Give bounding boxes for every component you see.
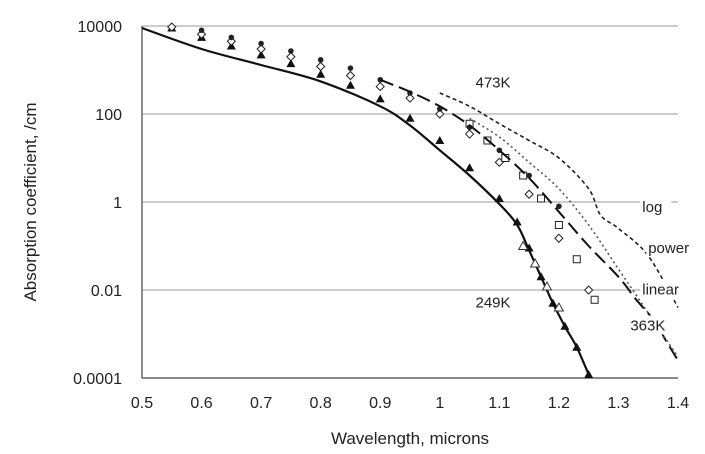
series-3-point-12 <box>524 189 534 199</box>
series-8 <box>439 92 679 308</box>
series-3-point-13 <box>554 233 564 243</box>
series-3-point-5 <box>315 61 326 72</box>
series-4-point-5 <box>554 221 563 230</box>
series-2 <box>517 240 565 312</box>
series-1-point-17 <box>572 342 582 351</box>
series-5-point-4 <box>317 57 324 63</box>
x-tick-label-9: 1.4 <box>667 395 689 412</box>
annotation-1: log <box>642 199 662 216</box>
annotation-0: 473K <box>476 75 511 92</box>
annotation-bg-0 <box>473 72 514 92</box>
annotations: 473K log power linear 363K 249K <box>473 72 699 335</box>
series-2-point-1 <box>529 257 541 268</box>
series-1-point-12 <box>512 217 522 226</box>
y-tick-label-4: 10000 <box>78 19 123 36</box>
y-tick-label-1: 0.01 <box>91 283 122 300</box>
x-tick-label-6: 1.1 <box>488 395 510 412</box>
series-2-point-0 <box>517 240 529 250</box>
y-axis-title: Absorption coefficient, /cm <box>21 102 40 301</box>
annotation-bg-1 <box>640 196 672 216</box>
series-2-point-2 <box>541 280 553 291</box>
series-5-point-2 <box>258 40 264 47</box>
series-5-point-5 <box>347 65 354 71</box>
series-3-point-14 <box>583 285 594 295</box>
series-1-point-10 <box>465 163 475 172</box>
series-1-point-9 <box>435 135 445 144</box>
series-0 <box>141 26 590 375</box>
series-3-point-10 <box>464 129 475 139</box>
annotation-bg-2 <box>646 237 696 257</box>
series-3-point-9 <box>435 109 445 119</box>
series-5-point-12 <box>556 203 562 210</box>
series-8-line <box>439 92 679 308</box>
series-3-point-1 <box>196 29 207 39</box>
annotation-bg-3 <box>640 279 699 299</box>
series-4-point-7 <box>590 295 599 304</box>
series-1-point-3 <box>256 50 266 59</box>
series-1-point-8 <box>405 113 415 122</box>
y-tick-label-3: 100 <box>95 107 122 124</box>
series-5-point-11 <box>526 172 532 179</box>
series-7 <box>469 117 679 358</box>
series-1-point-5 <box>316 69 326 78</box>
annotation-bg-4 <box>628 315 669 335</box>
x-tick-label-2: 0.7 <box>250 395 272 412</box>
x-axis-title: Wavelength, microns <box>331 429 489 448</box>
series-5 <box>198 27 562 210</box>
x-tick-label-4: 0.9 <box>369 395 391 412</box>
series-5-point-0 <box>198 27 205 34</box>
annotation-2: power <box>648 240 689 257</box>
annotation-5: 249K <box>476 295 511 312</box>
series-4 <box>465 119 599 304</box>
series-1-point-4 <box>286 59 296 68</box>
series-1-point-11 <box>494 194 504 203</box>
annotation-bg-5 <box>473 292 514 312</box>
series-3-point-7 <box>375 81 385 92</box>
series-1-point-7 <box>375 94 385 103</box>
series-5-point-3 <box>288 48 294 54</box>
series-3 <box>167 22 594 295</box>
x-tick-label-5: 1 <box>435 395 444 412</box>
x-tick-label-7: 1.2 <box>548 395 570 412</box>
series-7-line <box>469 117 679 358</box>
series-3-point-4 <box>286 52 296 62</box>
series-1-point-14 <box>536 272 546 281</box>
series-4-point-4 <box>537 194 546 203</box>
series-3-point-6 <box>345 70 356 81</box>
series-3-point-0 <box>167 22 177 32</box>
x-tick-label-0: 0.5 <box>131 395 153 412</box>
series-3-point-3 <box>256 44 266 54</box>
x-tick-label-3: 0.8 <box>310 395 332 412</box>
tick-labels: 0.5 0.6 0.7 0.8 0.9 1 1.1 1.2 1.3 1.4 0.0001 0.01 1 1… <box>73 19 689 412</box>
gridlines <box>142 25 678 379</box>
series-4-point-6 <box>572 255 581 264</box>
series-1-point-15 <box>548 298 558 307</box>
series-group <box>141 22 679 379</box>
series-3-point-8 <box>405 93 415 103</box>
series-0-line <box>141 26 590 375</box>
y-tick-label-2: 1 <box>113 195 122 212</box>
series-1-point-6 <box>345 80 355 89</box>
x-tick-label-8: 1.3 <box>607 395 629 412</box>
annotation-3: linear <box>642 281 679 298</box>
y-tick-label-0: 0.0001 <box>73 371 122 388</box>
series-2-point-3 <box>553 301 565 312</box>
series-1-point-16 <box>560 321 570 330</box>
series-1 <box>167 23 594 379</box>
annotation-4: 363K <box>630 318 665 335</box>
series-5-point-1 <box>228 34 235 41</box>
series-1-point-18 <box>584 370 594 379</box>
x-tick-label-1: 0.6 <box>190 395 212 412</box>
